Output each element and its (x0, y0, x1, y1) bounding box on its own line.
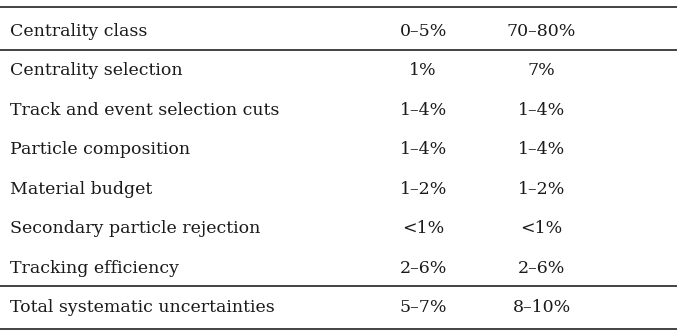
Text: 1–2%: 1–2% (518, 181, 565, 198)
Text: 1%: 1% (410, 62, 437, 80)
Text: Particle composition: Particle composition (10, 141, 190, 159)
Text: Material budget: Material budget (10, 181, 152, 198)
Text: 1–4%: 1–4% (518, 141, 565, 159)
Text: <1%: <1% (402, 220, 444, 238)
Text: 2–6%: 2–6% (399, 260, 447, 277)
Text: 0–5%: 0–5% (399, 23, 447, 40)
Text: Total systematic uncertainties: Total systematic uncertainties (10, 299, 275, 317)
Text: Centrality class: Centrality class (10, 23, 148, 40)
Text: 70–80%: 70–80% (507, 23, 576, 40)
Text: Track and event selection cuts: Track and event selection cuts (10, 102, 280, 119)
Text: 7%: 7% (528, 62, 555, 80)
Text: 2–6%: 2–6% (518, 260, 565, 277)
Text: <1%: <1% (521, 220, 563, 238)
Text: Secondary particle rejection: Secondary particle rejection (10, 220, 261, 238)
Text: Tracking efficiency: Tracking efficiency (10, 260, 179, 277)
Text: Centrality selection: Centrality selection (10, 62, 183, 80)
Text: 1–2%: 1–2% (399, 181, 447, 198)
Text: 8–10%: 8–10% (512, 299, 571, 317)
Text: 1–4%: 1–4% (399, 141, 447, 159)
Text: 1–4%: 1–4% (399, 102, 447, 119)
Text: 5–7%: 5–7% (399, 299, 447, 317)
Text: 1–4%: 1–4% (518, 102, 565, 119)
